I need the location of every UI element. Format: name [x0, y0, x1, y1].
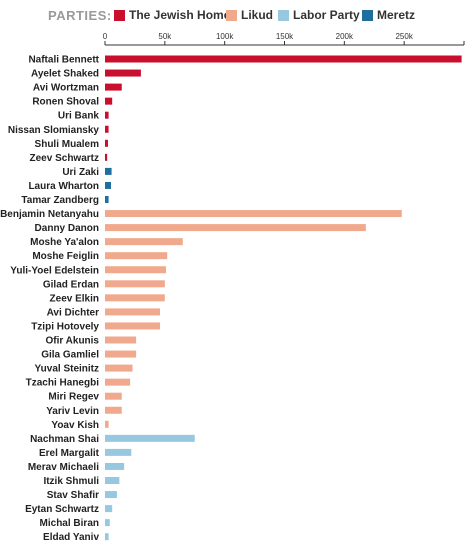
bar	[105, 434, 195, 442]
bar	[105, 224, 366, 232]
category-label: Gila Gamliel	[41, 350, 99, 361]
bar	[105, 350, 137, 358]
category-label: Gilad Erdan	[43, 279, 99, 290]
bar	[105, 153, 108, 161]
x-tick-label: 50k	[158, 32, 172, 41]
legend-swatch	[114, 10, 125, 21]
category-label: Avi Wortzman	[33, 83, 99, 94]
category-label: Naftali Bennett	[28, 55, 99, 66]
legend-swatch	[362, 10, 373, 21]
bar	[105, 364, 133, 372]
bar	[105, 392, 122, 400]
bar	[105, 238, 183, 246]
category-label: Shuli Mualem	[35, 139, 100, 150]
category-label: Tzipi Hotovely	[31, 321, 99, 332]
bar	[105, 491, 117, 499]
category-label: Uri Bank	[58, 111, 100, 122]
bar	[105, 336, 137, 344]
x-tick-label: 150k	[276, 32, 294, 41]
category-label: Tzachi Hanegbi	[26, 378, 100, 389]
bar	[105, 406, 122, 414]
bar	[105, 448, 132, 456]
category-label: Yariv Levin	[46, 406, 99, 417]
category-label: Erel Margalit	[39, 448, 100, 459]
bar	[105, 462, 125, 470]
category-label: Laura Wharton	[28, 181, 99, 192]
bar-chart: 0 50k 100k 150k 200k 250k Naftali Bennett Ayele…	[0, 32, 465, 543]
category-label: Miri Regev	[48, 392, 99, 403]
bar	[105, 420, 109, 428]
category-label: Benjamin Netanyahu	[0, 209, 99, 220]
bar	[105, 83, 122, 91]
category-label: Danny Danon	[35, 223, 99, 234]
legend-label: The Jewish Home	[129, 8, 231, 22]
category-label: Ayelet Shaked	[31, 69, 99, 80]
category-label: Uri Zaki	[62, 167, 99, 178]
bar	[105, 210, 402, 218]
legend-label: Labor Party	[293, 8, 360, 22]
category-label: Michal Biran	[40, 518, 99, 529]
bar	[105, 125, 109, 133]
category-label: Merav Michaeli	[28, 462, 99, 473]
bar	[105, 308, 161, 316]
category-label: Yuval Steinitz	[35, 364, 99, 375]
category-label: Ronen Shoval	[32, 97, 99, 108]
bar	[105, 167, 112, 175]
legend-label: Likud	[241, 8, 273, 22]
bar	[105, 280, 165, 288]
legend-label: Meretz	[377, 8, 416, 22]
category-label: Nachman Shai	[30, 434, 99, 445]
legend-swatch	[278, 10, 289, 21]
category-label: Yoav Kish	[51, 420, 99, 431]
category-label: Yuli-Yoel Edelstein	[10, 265, 99, 276]
x-tick-label: 0	[103, 32, 108, 41]
bar	[105, 533, 109, 541]
bar	[105, 181, 111, 189]
category-label: Eldad Yaniv	[43, 532, 99, 543]
x-tick-label: 250k	[395, 32, 413, 41]
bar	[105, 378, 131, 386]
x-tick-label: 100k	[216, 32, 234, 41]
category-label: Zeev Schwartz	[30, 153, 99, 164]
category-label: Nissan Slomiansky	[8, 125, 100, 136]
bar	[105, 322, 161, 330]
legend-swatch	[226, 10, 237, 21]
bar	[105, 477, 120, 484]
bar	[105, 266, 167, 274]
legend-title: PARTIES:	[48, 8, 112, 23]
category-label: Eytan Schwartz	[25, 504, 99, 515]
category-label: Ofir Akunis	[45, 336, 99, 347]
bar	[105, 196, 109, 203]
bar	[105, 69, 141, 77]
category-label: Stav Shafir	[47, 490, 99, 501]
x-tick-label: 200k	[336, 32, 354, 41]
bar	[105, 111, 109, 119]
category-label: Itzik Shmuli	[43, 476, 99, 487]
category-label: Avi Dichter	[47, 307, 100, 318]
category-label: Moshe Ya'alon	[30, 237, 99, 248]
legend: PARTIES: The Jewish Home Likud Labor Par…	[0, 0, 474, 34]
bar	[105, 55, 462, 63]
bar	[105, 505, 113, 513]
bar	[105, 519, 110, 527]
bar	[105, 294, 165, 302]
category-label: Zeev Elkin	[50, 293, 99, 304]
category-label: Moshe Feiglin	[32, 251, 99, 262]
category-label: Tamar Zandberg	[21, 195, 99, 206]
bar	[105, 139, 108, 147]
bar	[105, 252, 168, 260]
bar	[105, 97, 113, 105]
